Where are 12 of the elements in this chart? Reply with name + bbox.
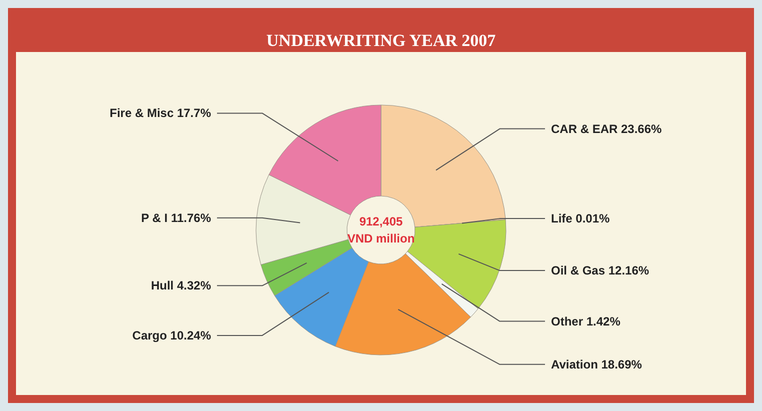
chart-title: UNDERWRITING YEAR 2007	[266, 31, 496, 50]
slice-label: Life 0.01%	[551, 212, 610, 226]
slice-label: Fire & Misc 17.7%	[110, 106, 212, 120]
slice-label: Cargo 10.24%	[132, 328, 212, 342]
slice-label: Aviation 18.69%	[551, 357, 642, 372]
text: VND million	[347, 232, 415, 246]
slice-label: CAR & EAR 23.66%	[551, 122, 662, 136]
slice-label: P & I 11.76%	[141, 210, 212, 225]
slice-label: Other 1.42%	[551, 314, 621, 328]
text: 912,405	[359, 214, 404, 228]
slice-label: Oil & Gas 12.16%	[551, 264, 650, 278]
slice-label: Hull 4.32%	[150, 278, 212, 293]
